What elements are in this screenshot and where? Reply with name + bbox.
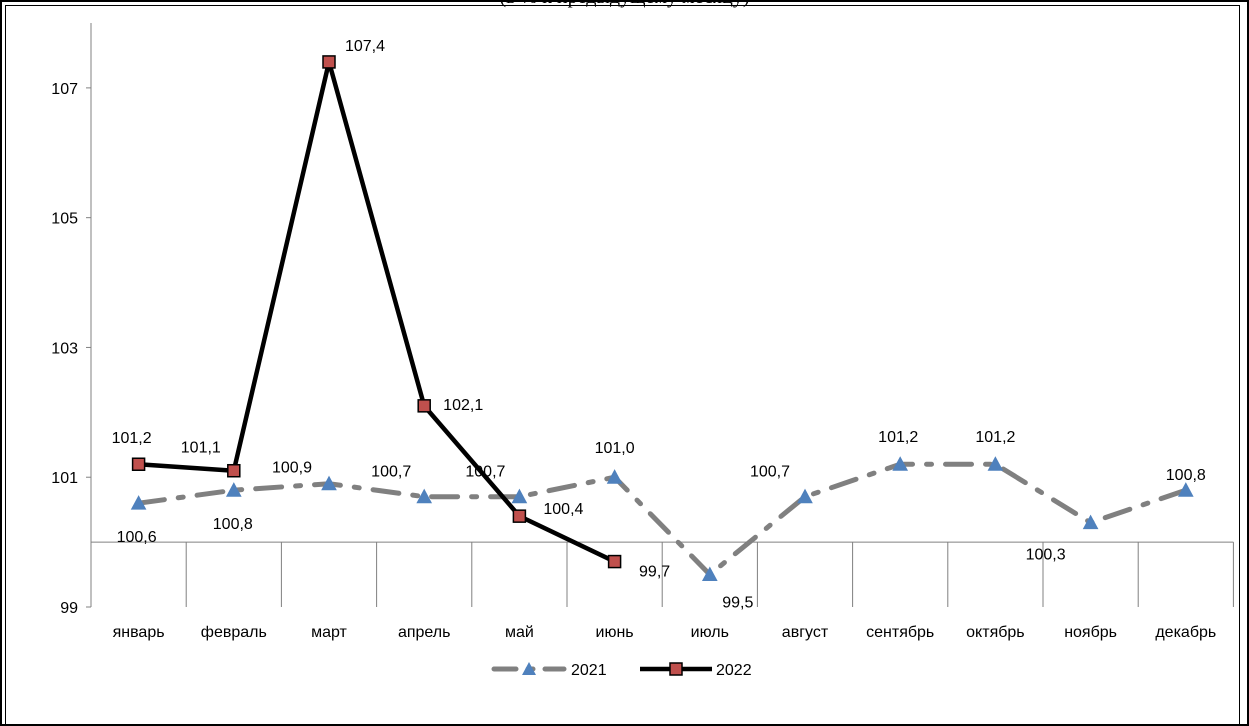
x-tick-label: март <box>311 624 347 641</box>
series-2021-line <box>136 461 1189 578</box>
series-2021-data-label: 100,9 <box>272 460 312 477</box>
series-2022-data-label: 100,4 <box>543 501 583 518</box>
x-tick-label: октябрь <box>966 624 1024 641</box>
series-2022-data-label: 102,1 <box>443 397 483 414</box>
chart-title: (в % к предыдущему месяцу) <box>0 0 1249 9</box>
series-2022-point <box>417 399 431 413</box>
x-tick-label: ноябрь <box>1064 624 1117 641</box>
chart-inner-frame <box>5 5 1240 725</box>
legend-2022-label: 2022 <box>716 662 752 679</box>
y-tick-label: 101 <box>51 470 78 487</box>
series-2022-line <box>138 59 616 564</box>
x-tick-label: июль <box>691 624 729 641</box>
series-2021-point <box>511 488 528 504</box>
series-2022-point <box>227 463 241 478</box>
x-tick-label: декабрь <box>1155 624 1216 641</box>
y-tick-label: 103 <box>51 340 78 357</box>
series-2021-point <box>701 566 718 582</box>
series-2021-data-label: 100,7 <box>371 464 411 481</box>
series-2022-data-label: 101,1 <box>181 440 221 457</box>
series-2021-data-label: 100,7 <box>465 464 505 481</box>
legend-2021-label: 2021 <box>571 662 607 679</box>
series-2021-data-label: 100,7 <box>750 464 790 481</box>
series-2022-point <box>322 55 336 69</box>
series-2021-data-label: 100,3 <box>1026 547 1066 564</box>
series-2021-data-label: 100,8 <box>213 516 253 533</box>
x-tick-label: февраль <box>201 624 267 641</box>
legend-2022-marker <box>669 662 683 676</box>
series-2022-point <box>607 554 622 569</box>
series-2021-point <box>1177 482 1194 497</box>
series-2021-data-label: 100,6 <box>117 529 157 546</box>
x-tick-label: май <box>505 624 534 641</box>
y-tick-label: 107 <box>51 81 78 98</box>
y-tick-label: 99 <box>60 600 78 617</box>
series-2021-point <box>321 475 337 491</box>
series-2021-point <box>130 495 147 510</box>
series-2021-point <box>892 456 909 471</box>
series-2022-point <box>512 509 527 523</box>
x-tick-label: июнь <box>596 624 634 641</box>
legend-2021-marker <box>522 662 536 675</box>
x-tick-label: август <box>782 624 829 641</box>
series-2021-data-label: 99,5 <box>722 595 753 612</box>
series-2022-data-label: 99,7 <box>639 564 670 581</box>
series-2021-point <box>1082 514 1099 530</box>
x-tick-label: сентябрь <box>866 624 934 641</box>
series-2022-data-label: 107,4 <box>345 38 385 55</box>
series-2021-data-label: 101,0 <box>595 440 635 457</box>
x-tick-label: апрель <box>398 624 451 641</box>
series-2021-point <box>797 488 813 504</box>
y-tick-label: 105 <box>51 211 78 228</box>
series-2021-data-label: 100,8 <box>1166 467 1206 484</box>
series-2021-point <box>987 456 1004 471</box>
series-2021-data-label: 101,2 <box>975 429 1015 446</box>
series-2022-point <box>131 457 146 471</box>
x-tick-label: январь <box>113 624 165 641</box>
series-2021-point <box>606 469 623 484</box>
series-2021-point <box>416 488 433 504</box>
series-2022-data-label: 101,2 <box>112 430 152 447</box>
series-2021-data-label: 101,2 <box>878 429 918 446</box>
series-2021-point <box>225 482 242 497</box>
